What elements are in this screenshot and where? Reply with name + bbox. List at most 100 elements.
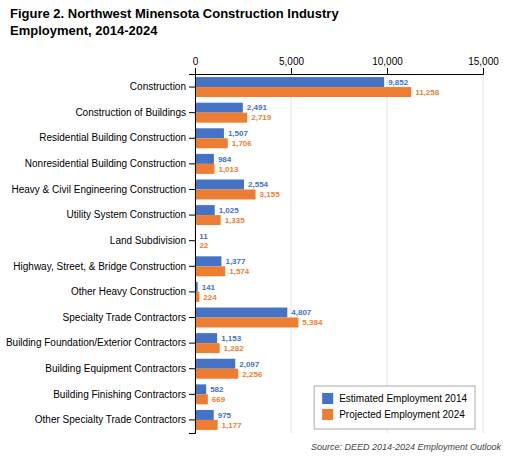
x-axis: 0 5,000 10,000 15,000 xyxy=(193,56,500,75)
plot: 9,8522,4911,5079842,5541,025111,3771414,… xyxy=(6,56,499,434)
y-tick-label: Other Specialty Trade Contractors xyxy=(35,414,186,425)
data-label: 975 xyxy=(218,411,232,420)
data-label: 11 xyxy=(199,232,208,241)
data-label: 2,554 xyxy=(248,180,269,189)
data-label: 669 xyxy=(212,395,226,404)
y-tick-mark xyxy=(189,189,195,190)
bar xyxy=(195,179,244,189)
bar xyxy=(195,113,247,123)
bar xyxy=(195,256,221,266)
data-label: 3,155 xyxy=(260,190,281,199)
x-tick-label: 5,000 xyxy=(279,56,304,67)
x-tick-mark xyxy=(291,68,292,74)
y-tick-label: Building Finishing Contractors xyxy=(53,389,186,400)
y-tick: Heavy & Civil Engineering Construction xyxy=(11,184,195,195)
data-labels: 9,8522,4911,5079842,5541,025111,3771414,… xyxy=(199,78,440,430)
data-label: 2,491 xyxy=(247,103,268,112)
x-tick: 10,000 xyxy=(372,56,403,74)
bar xyxy=(195,343,220,353)
subtitle: Employment, 2014-2024 xyxy=(10,23,158,38)
y-tick-label: Residential Building Construction xyxy=(39,132,186,143)
bars xyxy=(195,77,411,430)
x-tick-label: 10,000 xyxy=(372,56,403,67)
title: Figure 2. Northwest Minensota Constructi… xyxy=(10,6,339,21)
data-label: 2,256 xyxy=(242,370,263,379)
data-label: 1,025 xyxy=(219,206,240,215)
y-tick-mark xyxy=(189,317,195,318)
bar xyxy=(195,154,214,164)
y-tick-mark xyxy=(189,419,195,420)
y-tick-mark xyxy=(189,112,195,113)
data-label: 1,335 xyxy=(225,216,246,225)
bar xyxy=(195,420,218,430)
y-tick: Construction of Buildings xyxy=(75,107,195,118)
y-tick: Land Subdivision xyxy=(110,235,195,246)
legend-swatch xyxy=(322,409,333,420)
x-axis-line xyxy=(196,68,484,75)
x-tick-label: 0 xyxy=(193,56,199,67)
bar xyxy=(195,384,206,394)
data-label: 141 xyxy=(202,283,216,292)
data-label: 11,258 xyxy=(415,88,440,97)
legend-swatch xyxy=(322,393,333,404)
data-label: 582 xyxy=(210,385,224,394)
bar xyxy=(195,138,228,148)
y-tick-label: Construction of Buildings xyxy=(75,107,186,118)
y-tick-label: Highway, Street, & Bridge Construction xyxy=(13,261,186,272)
y-tick: Construction xyxy=(130,81,195,92)
bar xyxy=(195,189,256,199)
data-label: 1,282 xyxy=(224,344,245,353)
bar xyxy=(195,333,217,343)
bar xyxy=(195,128,224,138)
x-tick: 15,000 xyxy=(468,56,499,74)
y-tick-label: Specialty Trade Contractors xyxy=(63,312,186,323)
bar xyxy=(195,103,243,113)
y-axis-line xyxy=(189,75,196,434)
bar xyxy=(195,318,298,328)
y-tick-mark xyxy=(189,215,195,216)
data-label: 1,013 xyxy=(218,165,239,174)
bar xyxy=(195,308,287,318)
y-tick-mark xyxy=(189,266,195,267)
y-tick-mark xyxy=(189,291,195,292)
x-tick: 0 xyxy=(193,56,199,74)
grid-line xyxy=(291,74,292,433)
bar xyxy=(195,359,235,369)
bar xyxy=(195,87,411,97)
legend-entry: Projected Employment 2024 xyxy=(339,409,465,420)
bar xyxy=(195,266,225,276)
bar xyxy=(195,205,215,215)
y-tick: Specialty Trade Contractors xyxy=(63,312,195,323)
data-label: 1,706 xyxy=(232,139,253,148)
legend-entry: Estimated Employment 2014 xyxy=(339,393,467,404)
bar xyxy=(195,215,221,225)
bar xyxy=(195,410,214,420)
y-tick-mark xyxy=(189,240,195,241)
data-label: 2,097 xyxy=(239,360,260,369)
y-tick: Building Foundation/Exterior Contractors xyxy=(6,337,195,348)
x-tick-mark xyxy=(195,68,196,74)
bar xyxy=(195,164,214,174)
x-tick-label: 15,000 xyxy=(468,56,499,67)
chart: Figure 2. Northwest Minensota Constructi… xyxy=(0,0,511,457)
legend: Estimated Employment 2014 Projected Emplo… xyxy=(314,386,475,429)
y-axis: Construction Construction of Buildings Res… xyxy=(6,75,196,434)
y-tick-mark xyxy=(189,343,195,344)
data-label: 1,377 xyxy=(225,257,246,266)
y-tick-mark xyxy=(189,368,195,369)
y-tick-label: Construction xyxy=(130,81,186,92)
y-tick: Utility System Construction xyxy=(67,209,195,220)
x-tick-mark xyxy=(387,68,388,74)
y-tick-label: Land Subdivision xyxy=(110,235,186,246)
y-tick-label: Building Foundation/Exterior Contractors xyxy=(6,337,186,348)
data-label: 22 xyxy=(199,241,208,250)
y-tick-mark xyxy=(189,87,195,88)
y-tick-label: Utility System Construction xyxy=(67,209,186,220)
data-label: 9,852 xyxy=(388,78,409,87)
y-tick-label: Other Heavy Construction xyxy=(71,286,186,297)
x-tick: 5,000 xyxy=(279,56,304,74)
grid-line xyxy=(483,74,484,433)
grid-line xyxy=(387,74,388,433)
data-label: 2,719 xyxy=(251,113,272,122)
x-tick-mark xyxy=(483,68,484,74)
